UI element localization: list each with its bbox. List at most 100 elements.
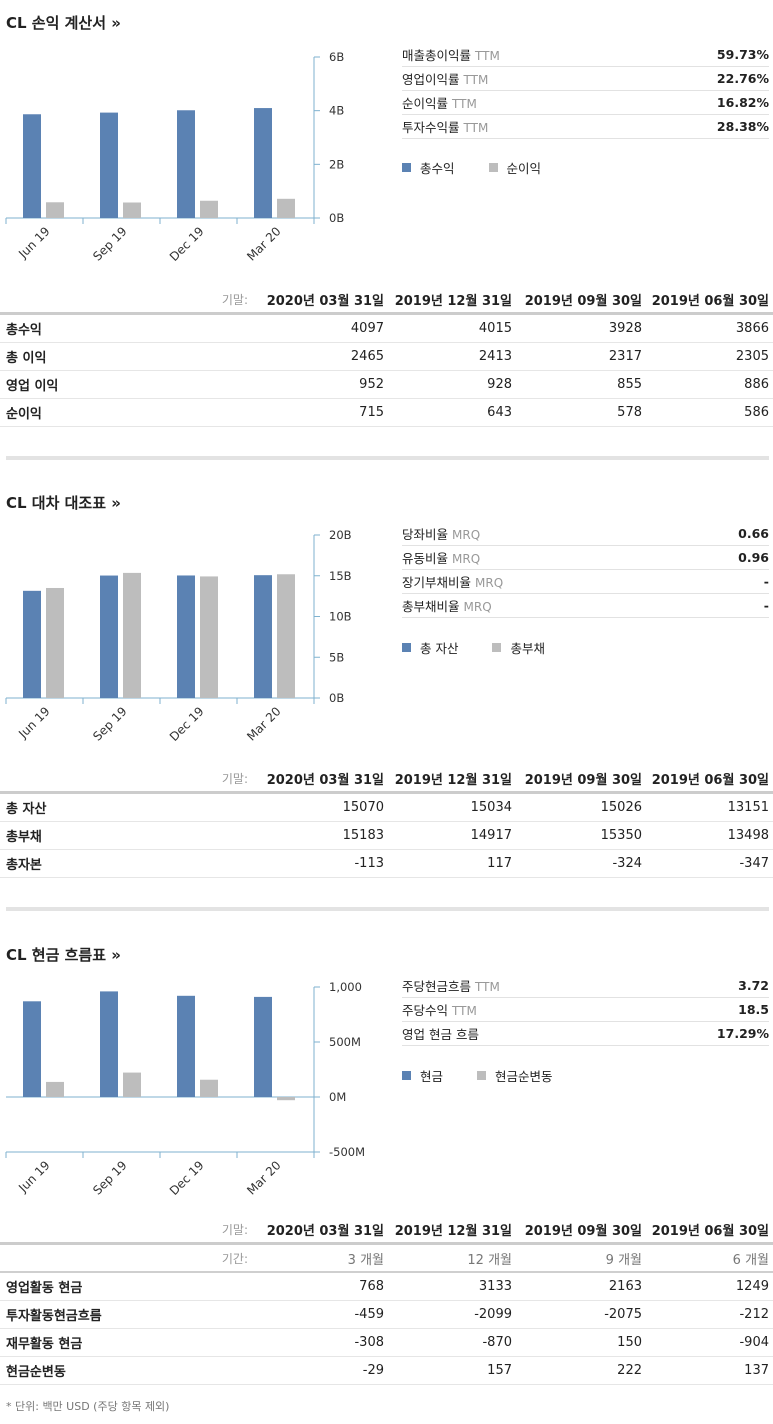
x-tick-label: Sep 19 [90, 1158, 129, 1197]
cell: 2305 [646, 342, 773, 371]
income-statement-title[interactable]: CL 손익 계산서 » [6, 14, 121, 32]
bar-primary [23, 1001, 41, 1097]
ratio-suffix: TTM [452, 1004, 477, 1018]
date-header: 2019년 06월 30일 [646, 765, 773, 794]
row-name: 총자본 [0, 849, 258, 878]
y-tick-label: 10B [329, 610, 352, 624]
cell: -324 [516, 849, 646, 878]
ratio-name: 순이익률 [402, 96, 449, 111]
ratio-value: 22.76% [716, 71, 769, 86]
cell: 15026 [516, 792, 646, 822]
y-tick-label: 0B [329, 691, 344, 705]
legend-label: 현금순변동 [495, 1069, 553, 1084]
date-header: 2019년 09월 30일 [516, 1216, 646, 1245]
bar-secondary [46, 202, 64, 218]
ratio-value: 28.38% [716, 119, 769, 134]
ratio-row: 당좌비율 MRQ 0.66 [402, 522, 769, 546]
legend-item[interactable]: 현금순변동 [477, 1066, 553, 1085]
date-header: 2019년 09월 30일 [516, 765, 646, 794]
cashflow-bar-chart: -500M 0M 500M 1,000 Jun 19 Sep 19 Dec 19 Mar 20 [5, 980, 365, 1198]
table-row: 현금순변동 -29 157 222 137 [0, 1356, 773, 1385]
cell: 2413 [388, 342, 516, 371]
cell: 855 [516, 370, 646, 399]
table-row: 총 자산 15070 15034 15026 13151 [0, 792, 773, 822]
row-name: 영업 이익 [0, 370, 258, 399]
row-name: 재무활동 현금 [0, 1328, 258, 1357]
x-tick-label: Dec 19 [167, 704, 207, 744]
date-header: 2019년 12월 31일 [388, 765, 516, 794]
cash-flow-title[interactable]: CL 현금 흐름표 » [6, 946, 121, 964]
ratio-row: 주당현금흐름 TTM 3.72 [402, 974, 769, 998]
row-name: 총수익 [0, 313, 258, 343]
cell: 3133 [388, 1272, 516, 1301]
ratio-row: 유동비율 MRQ 0.96 [402, 546, 769, 570]
date-label: 기말: [0, 765, 258, 794]
ratio-value: 3.72 [738, 978, 769, 993]
cell: 715 [258, 398, 388, 427]
ratio-suffix: MRQ [463, 600, 492, 614]
legend-item[interactable]: 총부채 [492, 638, 545, 657]
bar-primary [23, 590, 41, 698]
table-header-row: 기말: 2020년 03월 31일 2019년 12월 31일 2019년 09… [0, 286, 773, 315]
period-cell: 6 개월 [646, 1243, 773, 1273]
balance-sheet-title[interactable]: CL 대차 대조표 » [6, 494, 121, 512]
table-row: 총수익 4097 4015 3928 3866 [0, 313, 773, 343]
y-tick-label: 5B [329, 650, 344, 664]
bar-secondary [277, 1097, 295, 1101]
bar-secondary [46, 587, 64, 698]
cell: -459 [258, 1300, 388, 1329]
cell: 952 [258, 370, 388, 399]
bar-primary [254, 996, 272, 1097]
ratio-value: 18.5 [738, 1002, 769, 1017]
row-name: 투자활동현금흐름 [0, 1300, 258, 1329]
legend-item[interactable]: 총수익 [402, 158, 455, 177]
legend-label: 현금 [420, 1069, 444, 1084]
legend-label: 총부채 [510, 641, 545, 656]
bar-primary [100, 575, 118, 698]
cell: -870 [388, 1328, 516, 1357]
legend-item[interactable]: 현금 [402, 1066, 443, 1085]
legend-swatch-secondary [492, 643, 502, 652]
cell: 578 [516, 398, 646, 427]
legend-swatch-secondary [477, 1071, 487, 1080]
cell: -347 [646, 849, 773, 878]
date-header: 2020년 03월 31일 [258, 1216, 388, 1245]
ratio-name: 주당현금흐름 [402, 979, 472, 994]
ratio-row: 총부채비율 MRQ - [402, 594, 769, 618]
ratio-name: 총부채비율 [402, 599, 460, 614]
cell: -2075 [516, 1300, 646, 1329]
cell: 2465 [258, 342, 388, 371]
x-tick-label: Jun 19 [15, 1158, 52, 1195]
cell: -29 [258, 1356, 388, 1385]
period-cell: 12 개월 [388, 1243, 516, 1273]
ratio-row: 투자수익률 TTM 28.38% [402, 115, 769, 139]
ratio-suffix: MRQ [475, 576, 504, 590]
cashflow-chart: -500M 0M 500M 1,000 Jun 19 Sep 19 Dec 19 Mar 20 [0, 974, 400, 1214]
legend-label: 총 자산 [420, 641, 459, 656]
bar-secondary [200, 576, 218, 698]
cell: 3866 [646, 313, 773, 343]
ratio-name: 주당수익 [402, 1003, 449, 1018]
date-header: 2019년 09월 30일 [516, 286, 646, 315]
ratio-row: 영업 현금 흐름 17.29% [402, 1022, 769, 1046]
y-tick-label: 1,000 [329, 980, 362, 994]
table-header-row: 기말: 2020년 03월 31일 2019년 12월 31일 2019년 09… [0, 1216, 773, 1245]
x-tick-label: Dec 19 [167, 224, 207, 264]
legend-swatch-primary [402, 643, 411, 652]
income-ratios: 매출총이익률 TTM 59.73% 영업이익률 TTM 22.76% 순이익률 TTM 16… [402, 43, 769, 139]
bar-primary [177, 110, 195, 218]
ratio-suffix: TTM [475, 980, 500, 994]
legend-item[interactable]: 총 자산 [402, 638, 458, 657]
cell: 150 [516, 1328, 646, 1357]
bar-primary [177, 995, 195, 1097]
ratio-row: 매출총이익률 TTM 59.73% [402, 43, 769, 67]
cell: 117 [388, 849, 516, 878]
y-tick-label: 20B [329, 528, 352, 542]
ratio-value: - [763, 598, 769, 613]
cell: -113 [258, 849, 388, 878]
cell: 768 [258, 1272, 388, 1301]
ratio-name: 유동비율 [402, 551, 449, 566]
date-label: 기말: [0, 1216, 258, 1245]
legend-item[interactable]: 순이익 [488, 158, 541, 177]
period-label: 기간: [0, 1243, 258, 1273]
